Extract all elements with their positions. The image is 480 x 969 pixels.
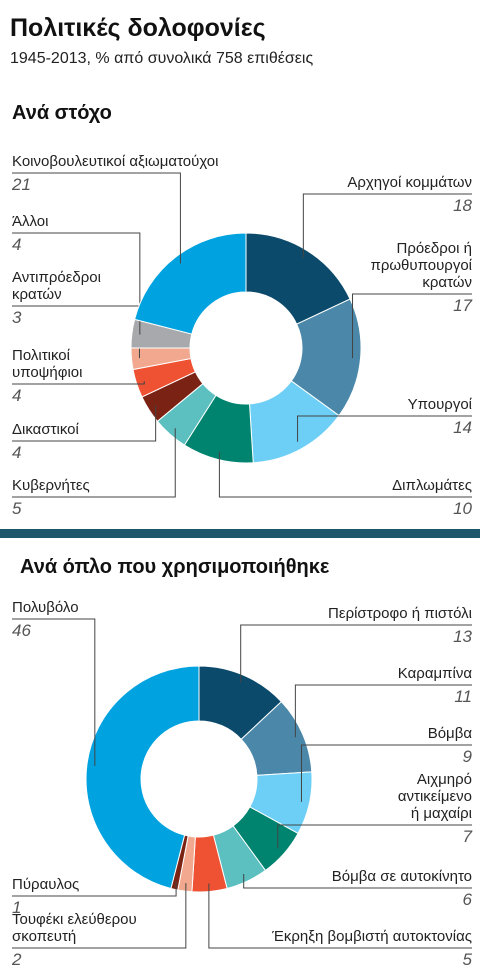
value-label: 2: [12, 950, 22, 969]
leader-line: [12, 172, 181, 264]
value-label: 7: [462, 827, 472, 846]
leader-line: [302, 193, 472, 258]
value-label: 11: [454, 687, 472, 706]
value-label: 18: [453, 196, 472, 215]
donut-segment: [85, 665, 200, 890]
segment-label: Υπουργοί: [407, 396, 472, 413]
segment-label: Περίστροφο ή πιστόλι: [328, 605, 472, 622]
leader-line: [218, 451, 472, 498]
segment-label: Πολυβόλο: [12, 599, 79, 616]
leader-line: [300, 744, 472, 802]
value-label: 21: [12, 175, 31, 194]
segment-label: Βόμβα σε αυτοκίνητο: [331, 868, 472, 885]
subtitle: 1945-2013, % από συνολικά 758 επιθέσεις: [10, 50, 314, 67]
segment-label: Καραμπίνα: [397, 665, 472, 682]
value-label: 10: [453, 499, 472, 518]
value-label: 9: [462, 747, 472, 766]
value-label: 17: [453, 296, 472, 315]
chart-title: Ανά στόχο: [12, 102, 112, 124]
value-label: 4: [12, 443, 22, 462]
value-label: 3: [12, 308, 22, 327]
segment-label: Αρχηγοί κομμάτων: [347, 174, 472, 191]
leader-line: [12, 381, 145, 385]
segment-label: Βόμβα: [427, 725, 472, 742]
segment-label: Αντιπρόεδροι κρατών: [12, 269, 101, 303]
value-label: 6: [462, 890, 472, 909]
value-label: 4: [12, 386, 22, 405]
donut-segment: [134, 232, 247, 335]
segment-label: Κυβερνήτες: [12, 477, 90, 494]
value-label: 13: [453, 627, 472, 646]
chart-title: Ανά όπλο που χρησιμοποιήθηκε: [20, 556, 330, 578]
segment-label: Πρόεδροι ή πρωθυπουργοί κρατών: [370, 240, 472, 291]
value-label: 5: [12, 499, 22, 518]
segment-label: Αιχμηρό αντικείμενο ή μαχαίρι: [397, 771, 472, 822]
leader-line: [12, 428, 176, 498]
leader-line: [240, 624, 472, 683]
segment-label: Πύραυλος: [12, 876, 80, 893]
leader-line: [352, 293, 472, 359]
leader-line: [294, 684, 472, 738]
leader-line: [12, 881, 177, 897]
segment-label: Άλλοι: [12, 213, 49, 230]
leader-line: [12, 232, 141, 335]
leader-line: [12, 405, 157, 442]
leader-line: [12, 618, 96, 766]
value-label: 4: [12, 235, 22, 254]
leader-line: [277, 824, 472, 849]
segment-label: Έκρηξη βομβιστή αυτοκτονίας: [272, 928, 472, 945]
value-label: 1: [12, 898, 22, 917]
value-label: 46: [12, 621, 31, 640]
title: Πολιτικές δολοφονίες: [10, 14, 266, 42]
segment-label: Πολιτικοί υποψήφιοι: [12, 347, 83, 381]
leader-line: [208, 883, 472, 949]
leader-line: [12, 883, 187, 949]
segment-label: Διπλωμάτες: [392, 477, 472, 494]
segment-label: Τουφέκι ελεύθερου σκοπευτή: [12, 911, 137, 945]
value-label: 5: [462, 950, 472, 969]
leader-line: [297, 415, 472, 442]
segment-label: Κοινοβουλευτικοί αξιωματούχοι: [12, 153, 219, 170]
divider: [0, 529, 480, 538]
leader-line: [243, 874, 472, 889]
segment-label: Δικαστικοί: [12, 421, 79, 438]
value-label: 14: [453, 418, 472, 437]
